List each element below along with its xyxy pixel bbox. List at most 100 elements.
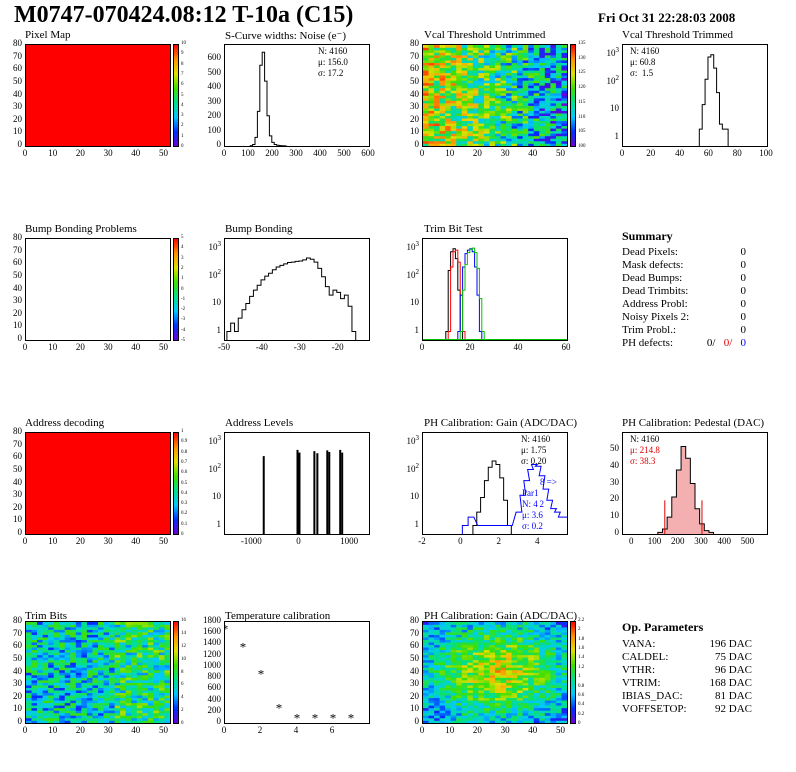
heatmap-cell: [423, 60, 429, 63]
heatmap-cell: [555, 675, 562, 678]
heatmap-cell: [506, 697, 512, 701]
heatmap-cell: [544, 642, 551, 646]
heatmap-cell: [506, 47, 512, 51]
heatmap-cell: [483, 652, 490, 656]
heatmap-cell: [423, 92, 429, 96]
heatmap-cell: [445, 75, 451, 79]
y-tick-label: 1200: [203, 648, 221, 659]
heatmap-cell: [506, 105, 512, 109]
heatmap-cell: [467, 717, 474, 721]
heatmap-cell: [445, 647, 451, 651]
heatmap-cell: [478, 85, 485, 89]
heatmap-cell: [500, 705, 507, 709]
heatmap-cell: [26, 652, 32, 656]
heatmap-cell: [467, 140, 474, 144]
heatmap-cell: [98, 710, 104, 714]
heatmap-cell: [131, 712, 138, 716]
heatmap-cell: [461, 644, 468, 648]
heatmap-cell: [42, 649, 49, 653]
heatmap-cell: [164, 642, 170, 646]
heatmap-cell: [64, 657, 71, 661]
heatmap-cell: [467, 622, 474, 625]
heatmap-cell: [539, 45, 546, 48]
heatmap-cell: [48, 690, 54, 693]
heatmap-cell: [478, 642, 485, 646]
heatmap-cell: [506, 118, 512, 122]
heatmap-cell: [500, 62, 507, 66]
heatmap-cell: [114, 669, 121, 673]
heatmap-cell: [478, 108, 485, 111]
heatmap-cell: [500, 712, 507, 716]
heatmap-cell: [555, 669, 562, 673]
heatmap-cell: [500, 140, 507, 144]
heatmap-cell: [495, 712, 501, 716]
heatmap-cell: [114, 632, 121, 635]
heatmap-cell: [511, 80, 518, 84]
heatmap-cell: [489, 138, 496, 142]
heatmap-cell: [114, 649, 121, 653]
heatmap-cell: [522, 647, 529, 651]
heatmap-cell: [423, 717, 429, 721]
heatmap-cell: [450, 644, 457, 648]
heatmap-cell: [467, 685, 474, 688]
heatmap-cell: [158, 624, 165, 628]
heatmap-cell: [53, 690, 60, 693]
heatmap-cell: [428, 60, 435, 63]
heatmap-cell: [428, 659, 435, 663]
heatmap-cell: [561, 128, 567, 132]
heatmap-cell: [423, 105, 429, 109]
heatmap-cell: [489, 72, 496, 76]
heatmap-cell: [517, 135, 523, 139]
heatmap-cell: [483, 712, 490, 716]
heatmap-cell: [114, 652, 121, 656]
heatmap-cell: [428, 100, 435, 104]
palette-tick-label: -1: [181, 296, 186, 302]
heatmap-cell: [428, 82, 435, 86]
heatmap-cell: [103, 675, 110, 678]
heatmap-cell: [125, 697, 132, 701]
heatmap-cell: [522, 65, 529, 69]
heatmap-cell: [26, 662, 32, 666]
heatmap-cell: [42, 662, 49, 666]
heatmap-cell: [136, 669, 143, 673]
heatmap-cell: [31, 657, 38, 661]
heatmap-cell: [125, 675, 132, 678]
heatmap-cell: [483, 672, 490, 676]
heatmap-cell: [472, 65, 479, 69]
heatmap-cell: [98, 712, 104, 716]
heatmap-cell: [147, 652, 154, 656]
heatmap-cell: [164, 702, 170, 706]
heatmap-cell: [423, 627, 429, 630]
heatmap-cell: [103, 629, 110, 633]
heatmap-cell: [434, 65, 440, 69]
heatmap-cell: [511, 62, 518, 66]
heatmap-cell: [53, 695, 60, 699]
heatmap-cell: [434, 654, 440, 658]
heatmap-cell: [125, 680, 132, 683]
heatmap-cell: [483, 70, 490, 74]
heatmap-cell: [423, 695, 429, 699]
heatmap-cell: [555, 654, 562, 658]
heatmap-cell: [495, 90, 501, 94]
heatmap-cell: [456, 677, 463, 681]
heatmap-cell: [131, 644, 138, 648]
heatmap-cell: [506, 720, 512, 723]
heatmap-cell: [489, 652, 496, 656]
address-level-spike: [326, 450, 329, 534]
heatmap-cell: [478, 654, 485, 658]
heatmap-cell: [483, 90, 490, 94]
heatmap-cell: [467, 125, 474, 129]
heatmap-cell: [461, 707, 468, 711]
heatmap-cell: [92, 667, 99, 671]
heatmap-cell: [528, 715, 535, 719]
palette-tick-label: 120: [578, 85, 586, 91]
heatmap-cell: [522, 75, 529, 79]
heatmap-cell: [472, 667, 479, 671]
palette-tick-label: 0.4: [181, 490, 188, 496]
y-tick-label: 1: [216, 324, 222, 335]
heatmap-cell: [92, 682, 99, 686]
heatmap-cell: [70, 692, 77, 696]
heatmap-cell: [120, 667, 126, 671]
heatmap-cell: [109, 644, 115, 648]
heatmap-cell: [522, 705, 529, 709]
